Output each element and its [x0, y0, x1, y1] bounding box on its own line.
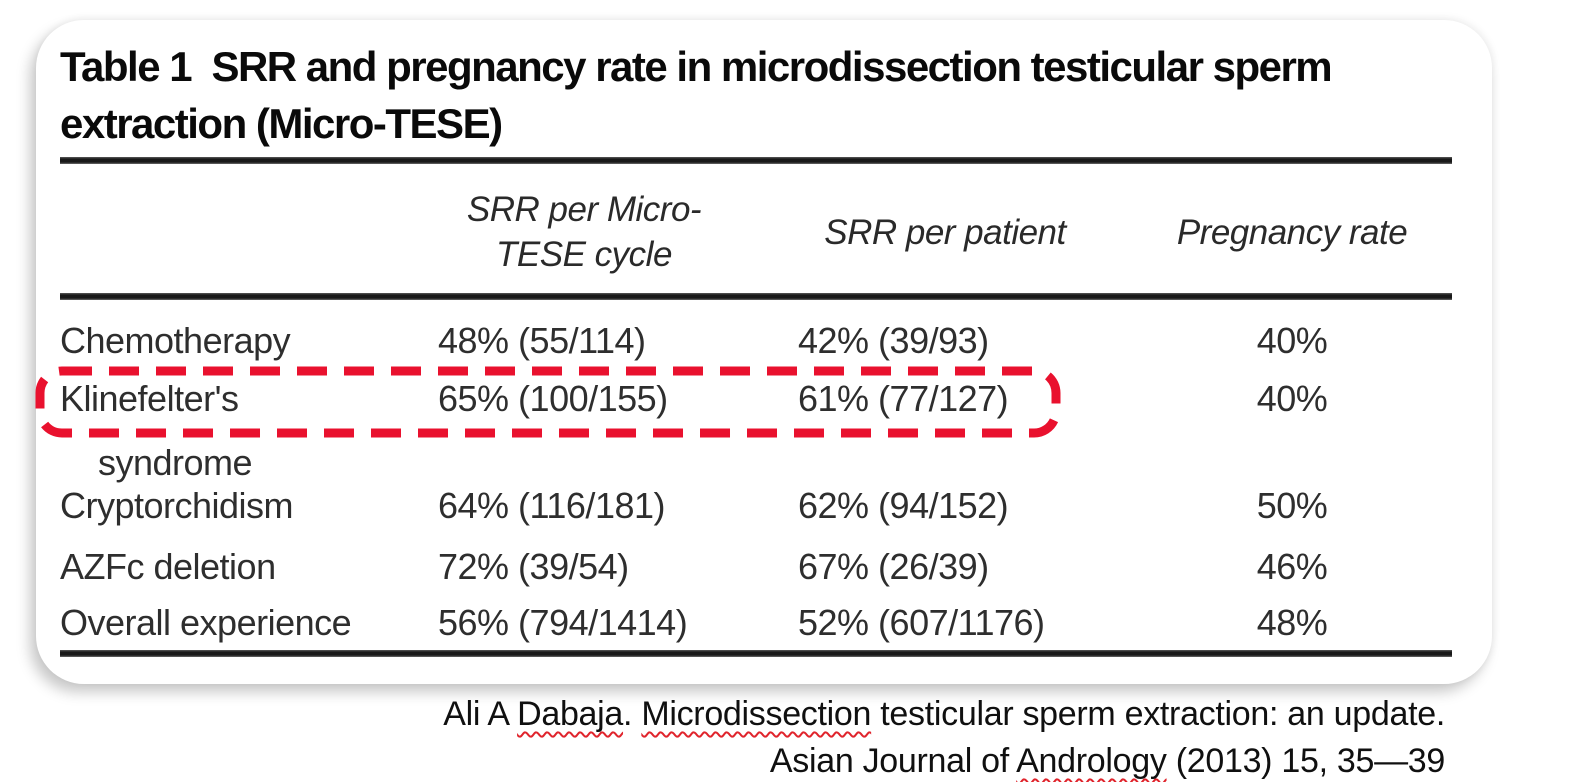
cell-srr-per-cycle: 48% (55/114)	[438, 320, 646, 361]
citation-line-2: Asian Journal of Andrology (2013) 15, 35…	[443, 738, 1445, 782]
spellcheck-underlined-word: Microdissection	[641, 695, 872, 733]
cell-condition: Chemotherapy	[60, 320, 291, 361]
citation-text: Ali A	[443, 695, 518, 733]
citation-text: testicular sperm extraction: an update.	[871, 695, 1445, 733]
citation-text: Asian Journal of	[769, 742, 1017, 780]
citation: Ali A Dabaja. Microdissection testicular…	[443, 691, 1445, 782]
cell-srr-per-cycle: 64% (116/181)	[438, 485, 666, 526]
cell-srr-per-patient: 62% (94/152)	[798, 485, 1009, 526]
cell-srr-per-cycle: 65% (100/155)	[438, 378, 668, 419]
cell-srr-per-patient: 67% (26/39)	[798, 546, 989, 587]
table-title: Table 1 SRR and pregnancy rate in microd…	[60, 43, 1342, 147]
cell-condition: AZFc deletion	[60, 546, 276, 587]
rule-table-bottom	[60, 650, 1452, 657]
cell-srr-per-patient: 52% (607/1176)	[798, 602, 1045, 643]
column-header-pregnancy-rate: Pregnancy rate	[1176, 212, 1408, 252]
cell-condition: Cryptorchidism	[60, 485, 294, 526]
column-header-condition	[60, 180, 420, 284]
spellcheck-underlined-word: Andrology	[1016, 742, 1167, 780]
cell-srr-per-patient: 61% (77/127)	[798, 378, 1009, 419]
cell-pregnancy-rate: 40%	[1256, 378, 1328, 419]
spellcheck-underlined-word: Dabaja	[517, 695, 624, 733]
cell-pregnancy-rate: 50%	[1256, 485, 1328, 526]
column-header-srr-per-cycle: SRR per Micro- TESE cycle	[466, 190, 702, 274]
cell-srr-per-patient: 42% (39/93)	[798, 320, 989, 361]
citation-text: .	[623, 695, 642, 733]
cell-pregnancy-rate: 48%	[1256, 602, 1328, 643]
cell-condition: Klinefelter's syndrome	[60, 378, 253, 483]
rule-under-header	[60, 293, 1452, 300]
table-card: Table 1 SRR and pregnancy rate in microd…	[36, 20, 1492, 684]
rule-under-title	[60, 157, 1452, 164]
cell-srr-per-cycle: 56% (794/1414)	[438, 602, 688, 643]
column-header-srr-per-patient: SRR per patient	[824, 212, 1066, 252]
cell-pregnancy-rate: 40%	[1256, 320, 1328, 361]
citation-text: (2013) 15, 35—39	[1166, 742, 1446, 780]
citation-line-1: Ali A Dabaja. Microdissection testicular…	[443, 691, 1445, 738]
cell-pregnancy-rate: 46%	[1256, 546, 1328, 587]
cell-srr-per-cycle: 72% (39/54)	[438, 546, 629, 587]
cell-condition: Overall experience	[60, 602, 352, 643]
